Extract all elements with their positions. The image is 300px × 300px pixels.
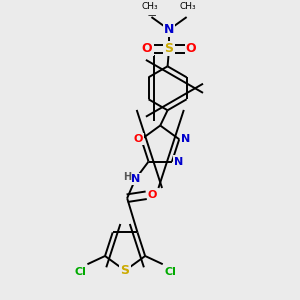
Text: Cl: Cl (74, 267, 86, 277)
Text: N: N (174, 157, 183, 166)
Text: —: — (147, 11, 156, 20)
Text: O: O (148, 190, 157, 200)
Text: H: H (123, 172, 131, 182)
Text: Cl: Cl (164, 267, 176, 277)
Text: N: N (131, 174, 140, 184)
Text: O: O (134, 134, 143, 144)
Text: CH₃: CH₃ (142, 2, 158, 10)
Text: S: S (121, 264, 130, 277)
Text: O: O (186, 42, 196, 55)
Text: O: O (142, 42, 152, 55)
Text: N: N (181, 134, 190, 144)
Text: CH₃: CH₃ (180, 2, 196, 10)
Text: N: N (164, 23, 174, 36)
Text: S: S (164, 42, 173, 55)
